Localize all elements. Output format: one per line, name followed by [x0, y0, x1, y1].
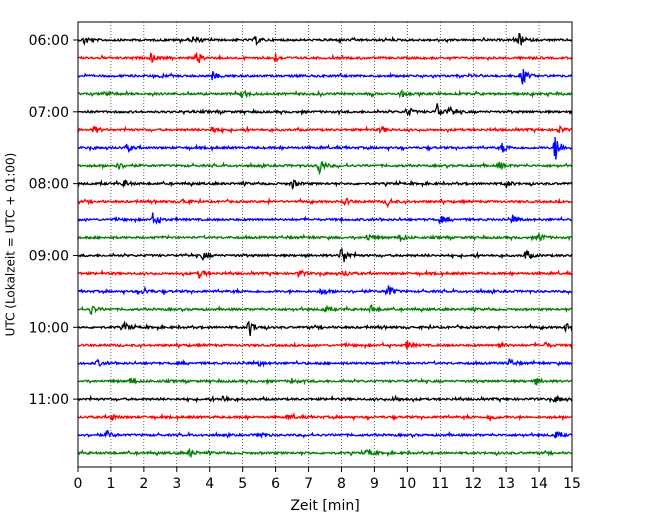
- trace-0700: [77, 103, 573, 116]
- y-axis-label: UTC (Lokalzeit = UTC + 01:00): [4, 153, 18, 337]
- x-tick-label: 6: [271, 476, 280, 492]
- trace-0900: [77, 247, 573, 263]
- x-tick-label: 2: [139, 476, 148, 492]
- trace-1045: [77, 377, 573, 386]
- seismic-traces: [77, 32, 573, 458]
- trace-0615: [77, 52, 573, 64]
- x-tick-label: 13: [497, 476, 515, 492]
- x-tick-label: 0: [74, 476, 83, 492]
- y-tick-label: 10:00: [29, 320, 69, 336]
- trace-0915: [77, 268, 573, 279]
- trace-0730: [77, 136, 573, 160]
- plot-frame: [77, 21, 573, 468]
- trace-1115: [77, 412, 573, 422]
- trace-0715: [77, 124, 572, 135]
- trace-0630: [77, 68, 573, 85]
- trace-0800: [77, 179, 573, 191]
- trace-0645: [77, 88, 573, 99]
- x-tick-label: 8: [337, 476, 346, 492]
- x-axis-ticks: 0 1 2 3 4 5 6 7 8 9 10 11 12 13 14 15: [74, 467, 581, 492]
- y-tick-label: 08:00: [29, 177, 69, 193]
- y-axis-ticks: 06:00 07:00 08:00 09:00 10:00 11:00: [29, 33, 78, 408]
- y-tick-label: 06:00: [29, 33, 69, 49]
- trace-0745: [77, 161, 573, 176]
- x-tick-label: 1: [106, 476, 115, 492]
- trace-0945: [78, 303, 573, 316]
- y-tick-label: 11:00: [29, 392, 69, 408]
- y-tick-label: 09:00: [29, 248, 69, 264]
- y-tick-label: 07:00: [29, 105, 69, 121]
- trace-1100: [77, 394, 573, 404]
- trace-1015: [77, 340, 573, 350]
- trace-0845: [77, 233, 573, 242]
- trace-1145: [78, 447, 573, 458]
- x-tick-label: 10: [398, 476, 416, 492]
- x-tick-label: 5: [238, 476, 247, 492]
- trace-0600: [77, 32, 573, 46]
- x-tick-label: 3: [172, 476, 181, 492]
- x-tick-label: 7: [304, 476, 313, 492]
- vertical-gridlines: [110, 22, 540, 467]
- x-tick-label: 4: [205, 476, 214, 492]
- trace-1130: [77, 429, 573, 440]
- trace-0815: [77, 196, 573, 209]
- trace-0830: [77, 212, 572, 225]
- x-tick-label: 15: [563, 476, 581, 492]
- x-tick-label: 11: [431, 476, 449, 492]
- trace-1000: [77, 320, 573, 337]
- x-tick-label: 12: [464, 476, 482, 492]
- trace-1030: [77, 357, 573, 368]
- x-tick-label: 14: [530, 476, 548, 492]
- trace-0930: [77, 285, 573, 296]
- x-tick-label: 9: [370, 476, 379, 492]
- x-axis-label: Zeit [min]: [290, 498, 359, 514]
